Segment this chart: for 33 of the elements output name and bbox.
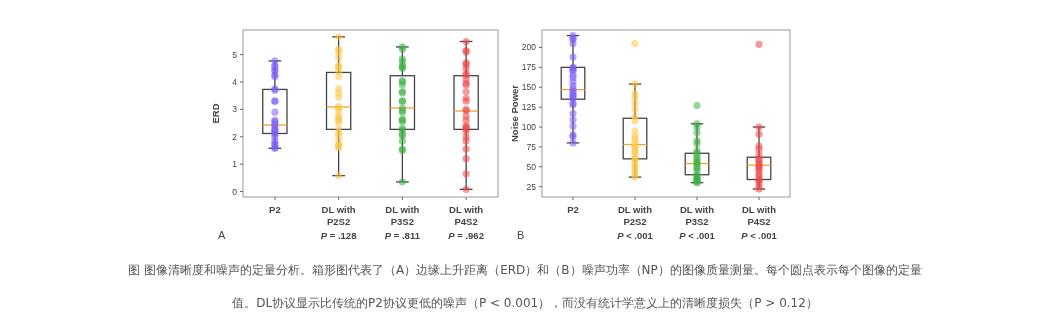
text: P < .001 bbox=[679, 230, 716, 241]
text: P = .128 bbox=[320, 230, 357, 241]
x-tick-label: DL with P4S2 bbox=[741, 204, 777, 227]
x-tick-label: DL with P3S2 bbox=[385, 204, 420, 227]
y-axis-title: ERD bbox=[210, 103, 221, 124]
y-tick-label: 4 bbox=[232, 77, 238, 88]
text: P = .962 bbox=[448, 230, 484, 241]
text: P = .811 bbox=[384, 230, 421, 241]
x-tick-label: P2 bbox=[567, 204, 579, 215]
x-tick-label: P2 bbox=[269, 204, 281, 215]
y-tick-label: 100 bbox=[521, 122, 537, 133]
y-tick-label: 200 bbox=[521, 42, 537, 53]
y-tick-label: 125 bbox=[521, 102, 537, 113]
text: P < .001 bbox=[617, 230, 654, 241]
y-tick-label: 75 bbox=[526, 141, 537, 152]
x-tick-label: DL with P2S2 bbox=[617, 204, 653, 227]
text: B bbox=[517, 229, 525, 241]
y-tick-label: 5 bbox=[232, 49, 238, 60]
y-tick-label: 150 bbox=[521, 82, 537, 93]
y-tick-label: 0 bbox=[232, 186, 238, 197]
text: A bbox=[218, 229, 226, 241]
x-tick-label: DL with P3S2 bbox=[679, 204, 715, 227]
x-tick-label: DL with P4S2 bbox=[449, 204, 484, 227]
text: P < .001 bbox=[741, 230, 778, 241]
y-tick-label: 50 bbox=[526, 161, 537, 172]
x-tick-label: DL with P2S2 bbox=[321, 204, 356, 227]
y-tick-label: 2 bbox=[232, 131, 238, 142]
y-tick-label: 175 bbox=[521, 62, 537, 73]
y-tick-label: 1 bbox=[232, 159, 238, 170]
y-axis-title: Noise Power bbox=[509, 84, 520, 143]
text: 图 图像清晰度和噪声的定量分析。箱形图代表了（A）边缘上升距离（ERD）和（B）噪声功率（NP）的图像质量测量。每个圆点表示每个图像的定量值。DL协议显示比传统的P2协议更低的噪声（P < 0.001），而没有统计学意义上的清晰度损失（P > 0.12） bbox=[128, 263, 922, 310]
y-tick-label: 3 bbox=[232, 104, 238, 115]
y-tick-label: 25 bbox=[526, 181, 537, 192]
